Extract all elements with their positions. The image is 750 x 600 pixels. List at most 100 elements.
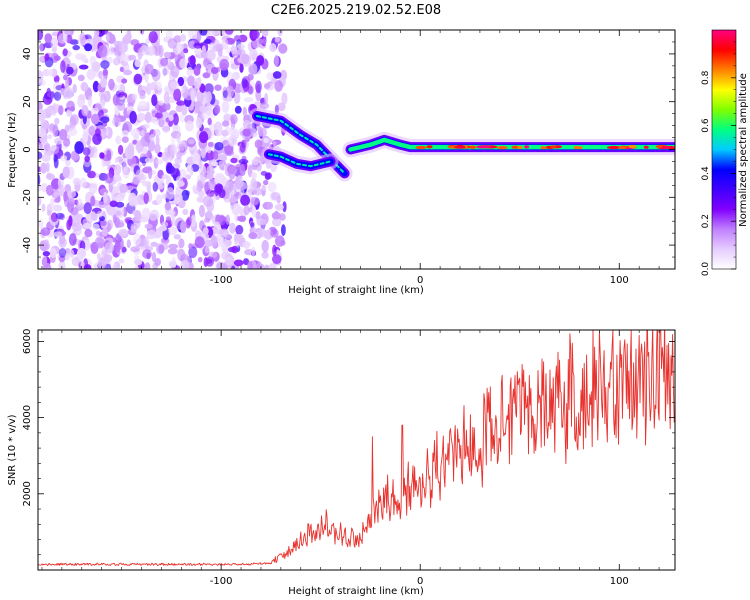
noise-blob xyxy=(222,120,230,127)
noise-blob xyxy=(117,101,126,111)
noise-blob xyxy=(122,53,131,63)
noise-blob xyxy=(51,47,58,53)
noise-blob xyxy=(121,130,129,137)
noise-blob xyxy=(118,41,127,54)
noise-blob xyxy=(98,45,108,58)
noise-blob xyxy=(154,258,161,266)
noise-blob xyxy=(47,69,54,76)
noise-blob xyxy=(270,228,279,238)
noise-blob xyxy=(165,30,173,39)
snr-y-label: SNR (10 * v/v) xyxy=(7,414,18,485)
noise-blob xyxy=(100,220,107,227)
noise-blob xyxy=(214,124,223,137)
noise-blob xyxy=(193,108,198,115)
noise-blob xyxy=(192,184,197,194)
noise-blob xyxy=(256,55,265,66)
noise-blob xyxy=(144,157,152,163)
noise-blob xyxy=(208,251,218,258)
noise-blob xyxy=(68,198,76,204)
noise-blob xyxy=(187,75,196,87)
noise-blob xyxy=(44,239,49,245)
noise-blob xyxy=(257,228,267,238)
spectrogram-x-tick-label: -100 xyxy=(210,275,233,286)
colorbar-label: Normalized spectral amplitude xyxy=(738,73,749,227)
noise-blob xyxy=(105,33,110,42)
noise-blob xyxy=(165,216,172,222)
noise-blob xyxy=(100,77,107,88)
noise-blob xyxy=(54,117,60,125)
noise-blob xyxy=(216,261,226,269)
noise-blob xyxy=(177,76,185,87)
noise-blob xyxy=(149,82,156,91)
noise-blob xyxy=(180,220,187,234)
noise-blob xyxy=(210,161,218,167)
noise-blob xyxy=(173,88,182,102)
snr-panel: -100 0 100 2000 4000 6000 Height of straight … xyxy=(7,329,676,597)
noise-blob xyxy=(250,178,257,191)
noise-blob xyxy=(249,48,258,61)
noise-blob xyxy=(161,174,169,180)
noise-blob xyxy=(259,102,270,110)
noise-blob xyxy=(247,85,254,95)
noise-blob xyxy=(112,264,118,269)
noise-blob xyxy=(243,97,254,103)
noise-blob xyxy=(88,183,98,194)
noise-blob xyxy=(71,222,82,232)
noise-blob xyxy=(248,232,258,240)
noise-blob xyxy=(77,74,85,82)
noise-blob xyxy=(277,102,286,112)
noise-blob xyxy=(78,64,89,70)
noise-blob xyxy=(261,251,269,259)
feature-hotspot xyxy=(415,145,427,150)
noise-blob xyxy=(177,248,186,262)
noise-blob xyxy=(117,144,124,155)
noise-blob xyxy=(152,128,161,137)
noise-blob xyxy=(182,92,189,99)
noise-blob xyxy=(39,55,45,63)
noise-blob xyxy=(165,187,175,200)
noise-region xyxy=(38,30,288,269)
noise-blob xyxy=(150,241,158,247)
noise-blob xyxy=(169,210,176,216)
noise-blob xyxy=(251,158,259,166)
noise-blob xyxy=(50,197,55,208)
noise-blob xyxy=(92,133,102,145)
spectrogram-y-tick-label: 40 xyxy=(22,48,33,61)
noise-blob xyxy=(170,168,179,178)
noise-blob xyxy=(237,43,245,50)
noise-blob xyxy=(122,121,133,133)
noise-blob xyxy=(158,100,164,106)
noise-blob xyxy=(121,78,128,84)
spectrogram-panel: -100 0 100 -40 -20 0 20 40 Height of straight l… xyxy=(7,29,676,296)
noise-blob xyxy=(207,129,212,138)
noise-blob xyxy=(271,191,281,201)
noise-blob xyxy=(102,69,109,76)
noise-blob xyxy=(63,87,74,99)
colorbar: 0.0 0.2 0.4 0.6 0.8 Normalized spectral ampl… xyxy=(701,29,749,277)
feature-hotspot xyxy=(454,145,466,149)
noise-blob xyxy=(38,219,44,229)
noise-blob xyxy=(83,202,92,215)
noise-blob xyxy=(207,141,214,147)
snr-y-tick-label: 2000 xyxy=(22,481,33,506)
noise-blob xyxy=(60,155,68,162)
noise-blob xyxy=(130,246,141,253)
noise-blob xyxy=(123,69,132,76)
snr-background xyxy=(38,330,675,570)
noise-blob xyxy=(188,243,193,250)
noise-blob xyxy=(196,196,206,203)
noise-blob xyxy=(238,158,249,165)
feature-hotspot xyxy=(573,145,579,150)
noise-blob xyxy=(233,259,244,267)
noise-blob xyxy=(109,45,114,56)
figure-title: C2E6.2025.219.02.52.E08 xyxy=(271,3,441,18)
noise-blob xyxy=(216,173,225,181)
noise-blob xyxy=(140,129,145,137)
colorbar-tick-label: 0.0 xyxy=(701,262,711,277)
noise-blob xyxy=(263,179,269,186)
noise-blob xyxy=(60,60,66,73)
noise-blob xyxy=(38,70,44,84)
noise-blob xyxy=(176,41,182,54)
noise-blob xyxy=(251,246,256,257)
noise-blob xyxy=(41,203,46,212)
